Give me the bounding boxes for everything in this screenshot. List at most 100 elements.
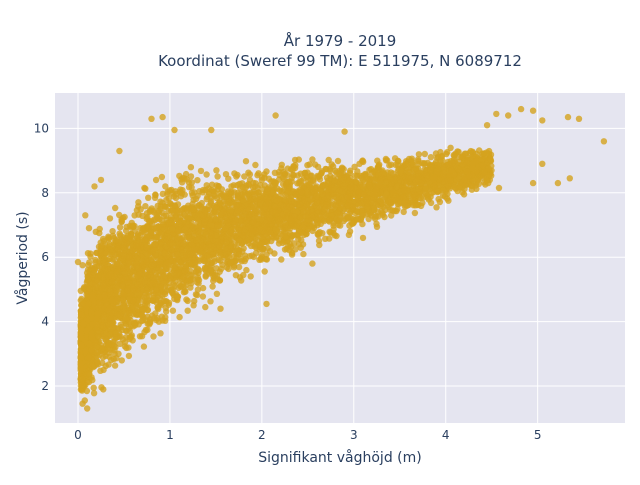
data-point xyxy=(241,233,247,239)
data-point xyxy=(233,203,239,209)
data-point xyxy=(113,330,119,336)
data-point xyxy=(163,308,169,314)
data-point xyxy=(401,209,407,215)
data-point xyxy=(175,294,181,300)
data-point xyxy=(127,334,133,340)
data-point xyxy=(100,354,106,360)
data-point xyxy=(329,161,335,167)
data-point xyxy=(387,207,393,213)
data-point xyxy=(140,226,146,232)
data-point xyxy=(181,289,187,295)
data-point xyxy=(289,251,295,257)
data-point xyxy=(100,386,106,392)
data-point xyxy=(185,308,191,314)
data-point xyxy=(208,233,214,239)
data-point xyxy=(284,188,290,194)
data-point xyxy=(433,159,439,165)
data-point xyxy=(123,327,129,333)
data-point xyxy=(386,162,392,168)
data-point xyxy=(447,145,453,151)
data-point xyxy=(412,210,418,216)
data-point xyxy=(304,162,310,168)
data-point xyxy=(215,186,221,192)
data-point xyxy=(112,362,118,368)
data-point xyxy=(119,219,125,225)
data-point xyxy=(366,216,372,222)
data-point xyxy=(105,342,111,348)
data-point xyxy=(203,273,209,279)
data-point xyxy=(151,247,157,253)
data-point xyxy=(214,173,220,179)
data-point xyxy=(200,187,206,193)
data-point xyxy=(195,266,201,272)
data-point xyxy=(95,333,101,339)
data-point xyxy=(142,186,148,192)
data-point xyxy=(292,246,298,252)
data-point xyxy=(257,200,263,206)
data-point xyxy=(96,300,102,306)
data-point xyxy=(418,203,424,209)
data-point xyxy=(183,282,189,288)
data-point xyxy=(259,209,265,215)
data-point xyxy=(242,253,248,259)
data-point xyxy=(116,212,122,218)
data-point xyxy=(313,193,319,199)
data-point xyxy=(421,161,427,167)
data-point xyxy=(139,311,145,317)
data-point xyxy=(288,198,294,204)
data-point xyxy=(192,259,198,265)
data-point xyxy=(432,186,438,192)
data-point xyxy=(240,272,246,278)
data-point xyxy=(300,209,306,215)
data-point xyxy=(335,210,341,216)
data-point xyxy=(339,165,345,171)
data-point xyxy=(353,179,359,185)
data-point xyxy=(143,287,149,293)
data-point xyxy=(263,196,269,202)
data-point xyxy=(176,314,182,320)
data-point xyxy=(326,229,332,235)
data-point xyxy=(85,262,91,268)
data-point xyxy=(150,297,156,303)
data-point xyxy=(193,291,199,297)
data-point xyxy=(97,226,103,232)
data-point xyxy=(184,234,190,240)
data-point xyxy=(91,267,97,273)
data-point xyxy=(366,182,372,188)
data-point xyxy=(371,169,377,175)
data-point xyxy=(333,194,339,200)
data-point xyxy=(208,198,214,204)
data-point xyxy=(84,270,90,276)
data-point xyxy=(126,353,132,359)
data-point xyxy=(374,224,380,230)
data-point xyxy=(256,257,262,263)
data-point xyxy=(199,200,205,206)
data-point xyxy=(322,236,328,242)
data-point xyxy=(188,280,194,286)
data-point xyxy=(300,251,306,257)
data-point xyxy=(250,180,256,186)
data-point xyxy=(94,358,100,364)
data-point xyxy=(322,206,328,212)
data-point xyxy=(234,172,240,178)
data-point xyxy=(141,343,147,349)
data-point xyxy=(451,152,457,158)
data-point xyxy=(257,182,263,188)
data-point xyxy=(351,164,357,170)
data-point xyxy=(107,215,113,221)
data-point xyxy=(346,232,352,238)
data-point xyxy=(135,301,141,307)
data-point xyxy=(153,177,159,183)
data-point xyxy=(169,226,175,232)
data-point xyxy=(159,174,165,180)
data-point xyxy=(219,262,225,268)
data-point xyxy=(190,302,196,308)
data-point xyxy=(487,155,493,161)
data-point xyxy=(359,158,365,164)
data-point xyxy=(267,248,273,254)
data-point xyxy=(150,333,156,339)
data-point xyxy=(236,181,242,187)
data-point xyxy=(193,196,199,202)
